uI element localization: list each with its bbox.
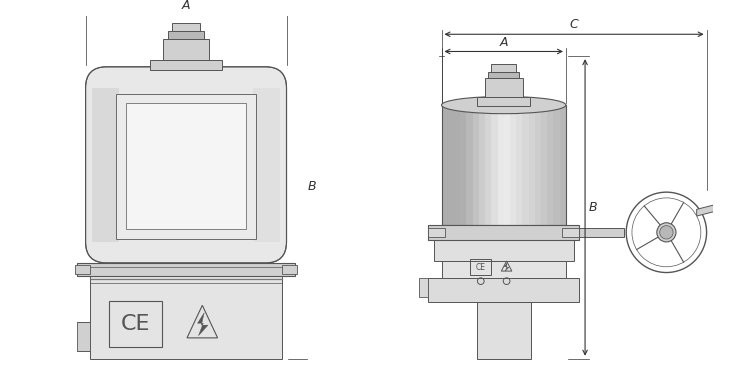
Bar <box>504 105 510 225</box>
Bar <box>477 302 531 359</box>
Bar <box>477 97 530 106</box>
Bar <box>77 322 90 351</box>
Circle shape <box>728 199 729 210</box>
Bar <box>547 105 554 225</box>
Bar <box>109 301 162 347</box>
Bar <box>516 105 523 225</box>
Bar <box>479 105 486 225</box>
Bar <box>77 263 295 276</box>
Bar <box>485 78 523 97</box>
Text: C: C <box>569 18 578 31</box>
Bar <box>460 105 467 225</box>
Bar <box>580 228 624 237</box>
Bar <box>470 259 491 275</box>
Text: CE: CE <box>476 263 486 272</box>
Bar <box>90 276 281 359</box>
Polygon shape <box>92 88 119 242</box>
Bar <box>442 105 448 225</box>
Polygon shape <box>253 88 280 242</box>
Bar <box>442 105 566 225</box>
Ellipse shape <box>442 97 566 114</box>
Bar <box>535 105 542 225</box>
Polygon shape <box>198 313 208 336</box>
Text: B: B <box>589 201 598 214</box>
Circle shape <box>657 223 676 242</box>
Bar <box>541 105 547 225</box>
Text: A: A <box>499 35 508 48</box>
Bar <box>75 265 90 275</box>
Bar <box>163 39 209 60</box>
Bar <box>485 105 492 225</box>
Bar <box>428 225 580 240</box>
Bar <box>168 31 204 39</box>
Text: B: B <box>308 180 316 193</box>
Bar <box>523 105 529 225</box>
Bar <box>488 72 519 78</box>
Bar <box>510 105 517 225</box>
Bar <box>448 105 454 225</box>
Bar <box>126 103 246 229</box>
Bar <box>553 105 560 225</box>
Polygon shape <box>504 263 509 271</box>
Bar <box>491 64 516 72</box>
Bar <box>442 261 566 278</box>
Bar <box>472 105 480 225</box>
Bar <box>116 94 256 239</box>
Bar <box>560 105 566 225</box>
Bar <box>491 105 498 225</box>
Circle shape <box>660 226 673 239</box>
Bar <box>428 228 445 237</box>
Bar <box>150 60 222 70</box>
Bar <box>467 105 473 225</box>
Bar <box>172 23 200 31</box>
Polygon shape <box>697 202 729 216</box>
Bar <box>497 105 504 225</box>
Text: A: A <box>182 0 190 12</box>
Bar <box>428 278 580 302</box>
Bar <box>434 240 574 261</box>
Bar <box>529 105 535 225</box>
Bar <box>454 105 461 225</box>
Bar <box>562 228 580 237</box>
FancyBboxPatch shape <box>85 67 286 263</box>
Text: CE: CE <box>121 314 151 334</box>
Bar <box>281 265 297 275</box>
Bar <box>418 278 428 297</box>
